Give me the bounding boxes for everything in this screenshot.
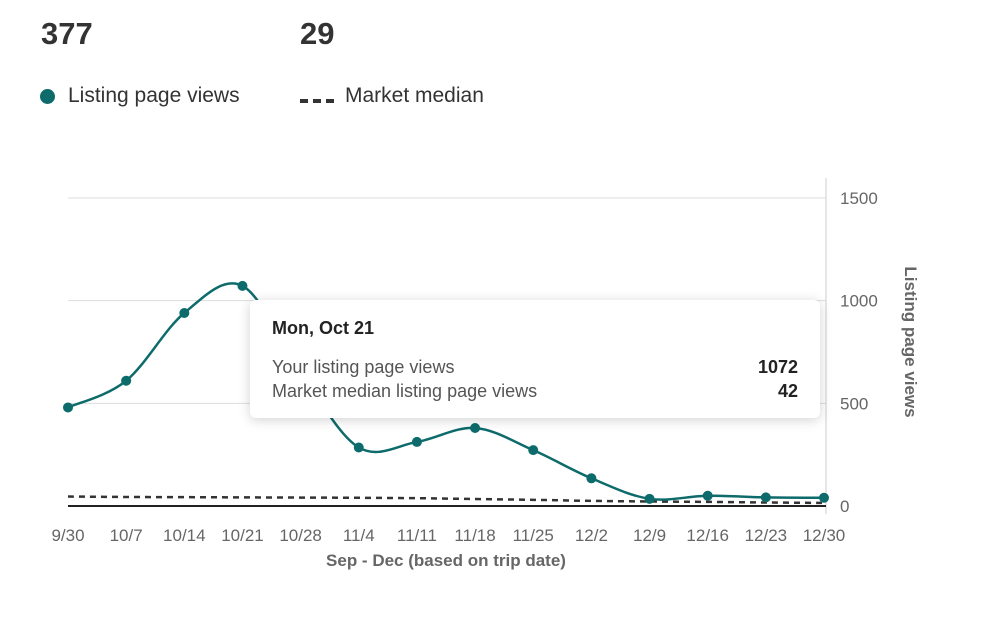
- listing-views-point: [644, 493, 655, 504]
- x-tick-label: 12/16: [686, 526, 729, 545]
- x-tick-label: 12/30: [803, 526, 846, 545]
- views-total-value: 377: [41, 16, 93, 51]
- x-tick-label: 9/30: [51, 526, 84, 545]
- y-tick-label: 1500: [840, 189, 878, 208]
- teal-dot-icon: [40, 88, 55, 104]
- listing-views-point: [470, 422, 481, 433]
- tooltip-median-label: Market median listing page views: [272, 381, 538, 401]
- listing-views-point: [528, 445, 539, 456]
- tooltip-views-value: 1072: [757, 357, 798, 377]
- legend-median-label: Market median: [345, 84, 484, 107]
- x-tick-label: 12/23: [745, 526, 788, 545]
- y-tick-label: 500: [840, 394, 868, 413]
- y-axis-title: Listing page views: [901, 266, 920, 417]
- tooltip-views-label: Your listing page views: [272, 357, 455, 377]
- listing-views-point: [237, 280, 248, 291]
- listing-views-point: [63, 402, 73, 413]
- tooltip-row-views: Your listing page views 1072: [272, 355, 798, 379]
- x-tick-label: 10/14: [163, 526, 206, 545]
- tooltip-row-median: Market median listing page views 42: [272, 379, 798, 403]
- x-tick-label: 10/21: [221, 526, 264, 545]
- x-tick-label: 12/2: [575, 526, 608, 545]
- listing-views-point: [586, 473, 597, 484]
- listing-views-point: [760, 492, 771, 503]
- tooltip-date: Mon, Oct 21: [272, 318, 375, 338]
- tooltip-median-value: 42: [777, 381, 798, 401]
- x-tick-label: 11/18: [454, 526, 495, 545]
- x-tick-label: 11/11: [397, 526, 437, 545]
- listing-views-point: [819, 492, 829, 503]
- chart-tooltip: Mon, Oct 21 Your listing page views 1072…: [250, 300, 820, 418]
- x-tick-label: 10/7: [110, 526, 143, 545]
- legend-views-label: Listing page views: [68, 84, 240, 107]
- listing-views-point: [702, 490, 713, 501]
- y-tick-label: 0: [840, 497, 849, 516]
- dashed-line-icon: [300, 99, 334, 103]
- listing-views-point: [353, 442, 364, 453]
- x-tick-label: 11/25: [513, 526, 554, 545]
- x-tick-label: 12/9: [633, 526, 666, 545]
- x-tick-label: 10/28: [279, 526, 322, 545]
- legend-item-median: Market median: [300, 84, 484, 108]
- listing-views-point: [179, 307, 190, 318]
- market-median-line: [67, 495, 825, 505]
- x-axis-title: Sep - Dec (based on trip date): [326, 551, 566, 570]
- listing-views-point: [121, 375, 132, 386]
- x-tick-label: 11/4: [343, 526, 375, 545]
- listing-views-point: [411, 436, 422, 447]
- y-tick-label: 1000: [840, 292, 878, 311]
- median-total-value: 29: [300, 16, 335, 51]
- legend-item-views: Listing page views: [40, 84, 240, 108]
